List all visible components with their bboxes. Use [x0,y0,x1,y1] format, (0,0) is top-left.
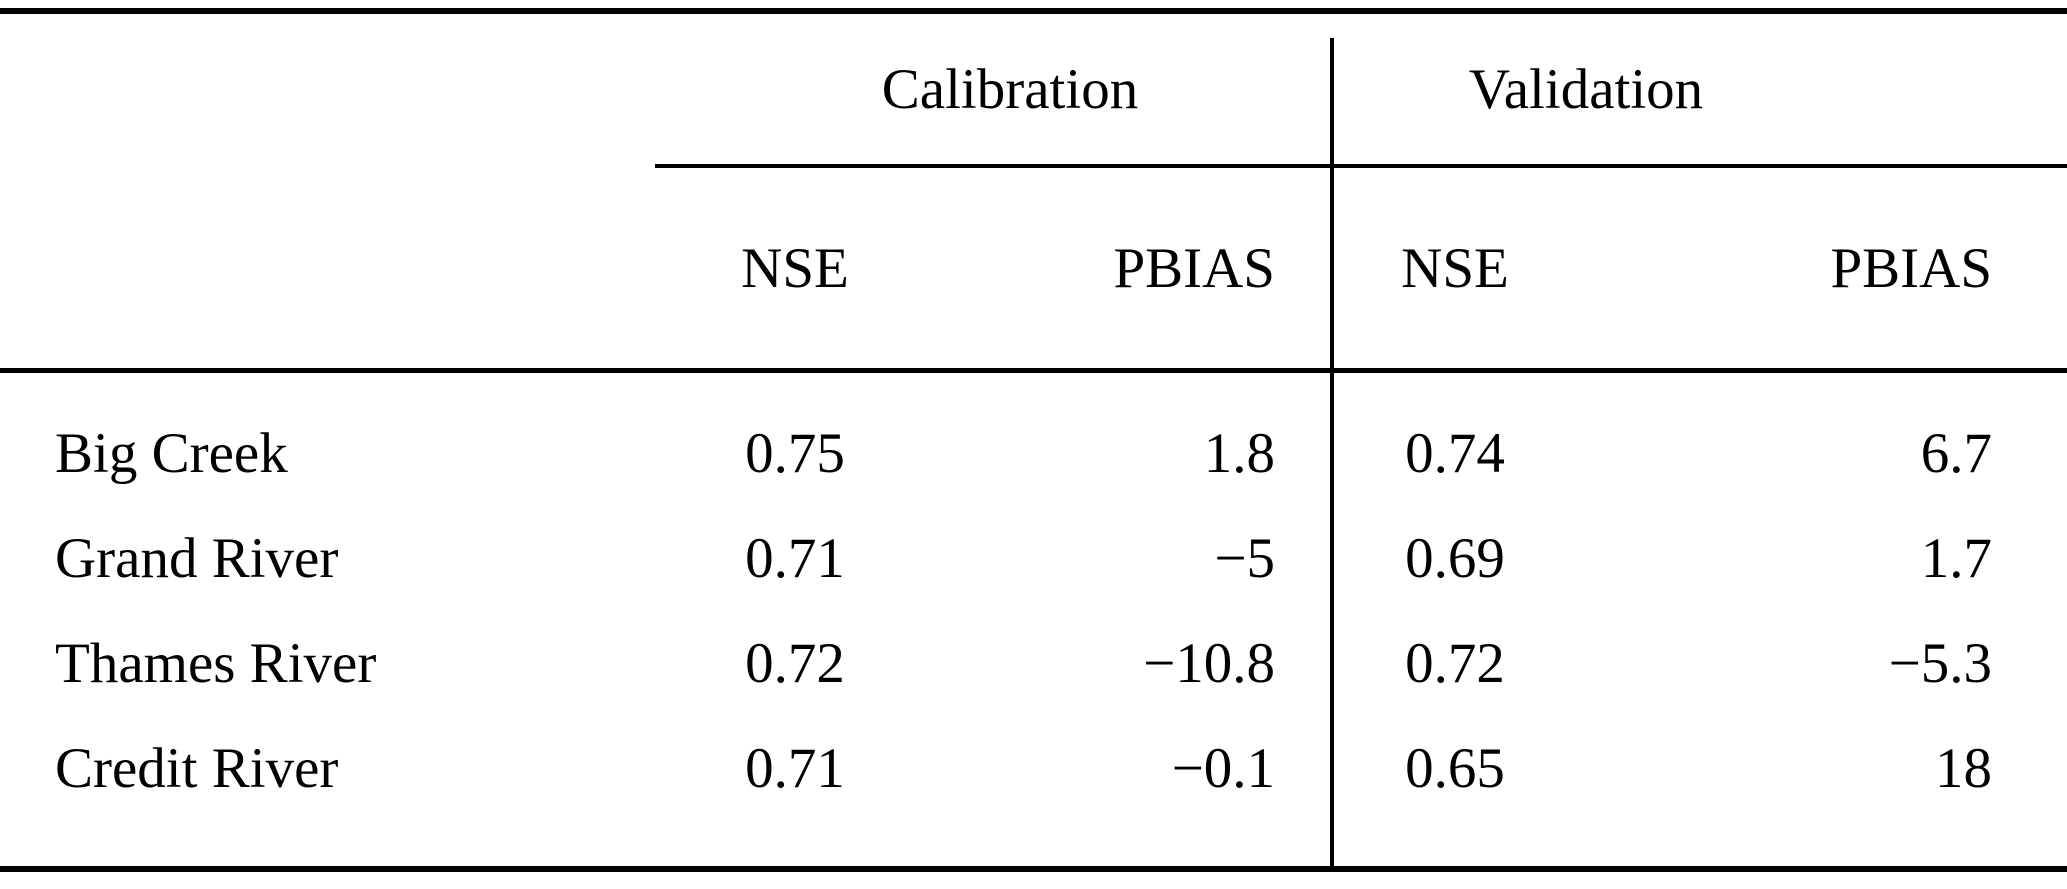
col-header-validation-nse: NSE [1275,166,1606,373]
validation-nse-cell: 0.65 [1275,716,1606,872]
validation-nse-cell: 0.69 [1405,527,1505,590]
table-row: Credit River 0.71 −0.1 0.65 18 [0,716,2067,872]
col-header-validation-pbias: PBIAS [1605,166,2067,373]
column-header-row: NSE PBIAS NSE PBIAS [0,166,2067,373]
calibration-pbias-cell: −10.8 [1143,632,1276,695]
station-name-cell: Big Creek [55,422,288,485]
station-name-cell: Credit River [0,716,655,872]
calibration-pbias-cell: −0.1 [935,716,1276,872]
validation-pbias-cell: 18 [1605,716,2067,872]
station-header-blank-cell [0,166,655,373]
group-header-row: Calibration Validation [0,8,2067,168]
validation-pbias-cell: 6.7 [1920,422,1993,485]
station-name-cell: Grand River [55,527,339,590]
validation-nse-cell: 0.72 [1405,632,1505,695]
calibration-pbias-cell: −5 [1214,527,1276,590]
calibration-pbias-cell: 1.8 [1203,422,1276,485]
validation-pbias-cell: −5.3 [1888,632,1993,695]
calibration-validation-divider [1330,38,1334,866]
validation-pbias-cell: 1.7 [1920,527,1993,590]
corner-blank-cell [0,8,655,166]
calibration-nse-cell: 0.75 [745,422,845,485]
station-name-cell: Thames River [55,632,377,695]
table-row: Big Creek 0.75 1.8 0.74 6.7 [0,371,2067,507]
table-row: Thames River 0.72 −10.8 0.72 −5.3 [0,611,2067,716]
table-row: Grand River 0.71 −5 0.69 1.7 [0,506,2067,611]
group-header-validation: Validation [1275,8,2067,168]
calibration-nse-cell: 0.71 [655,716,935,872]
validation-nse-cell: 0.74 [1405,422,1505,485]
calibration-nse-cell: 0.71 [745,527,845,590]
group-header-calibration: Calibration [655,8,1276,168]
calibration-nse-cell: 0.72 [745,632,845,695]
col-header-calibration-nse: NSE [655,166,935,373]
results-table: Calibration Validation NSE PBIAS NSE PBI… [0,8,2067,872]
col-header-calibration-pbias: PBIAS [935,166,1276,373]
